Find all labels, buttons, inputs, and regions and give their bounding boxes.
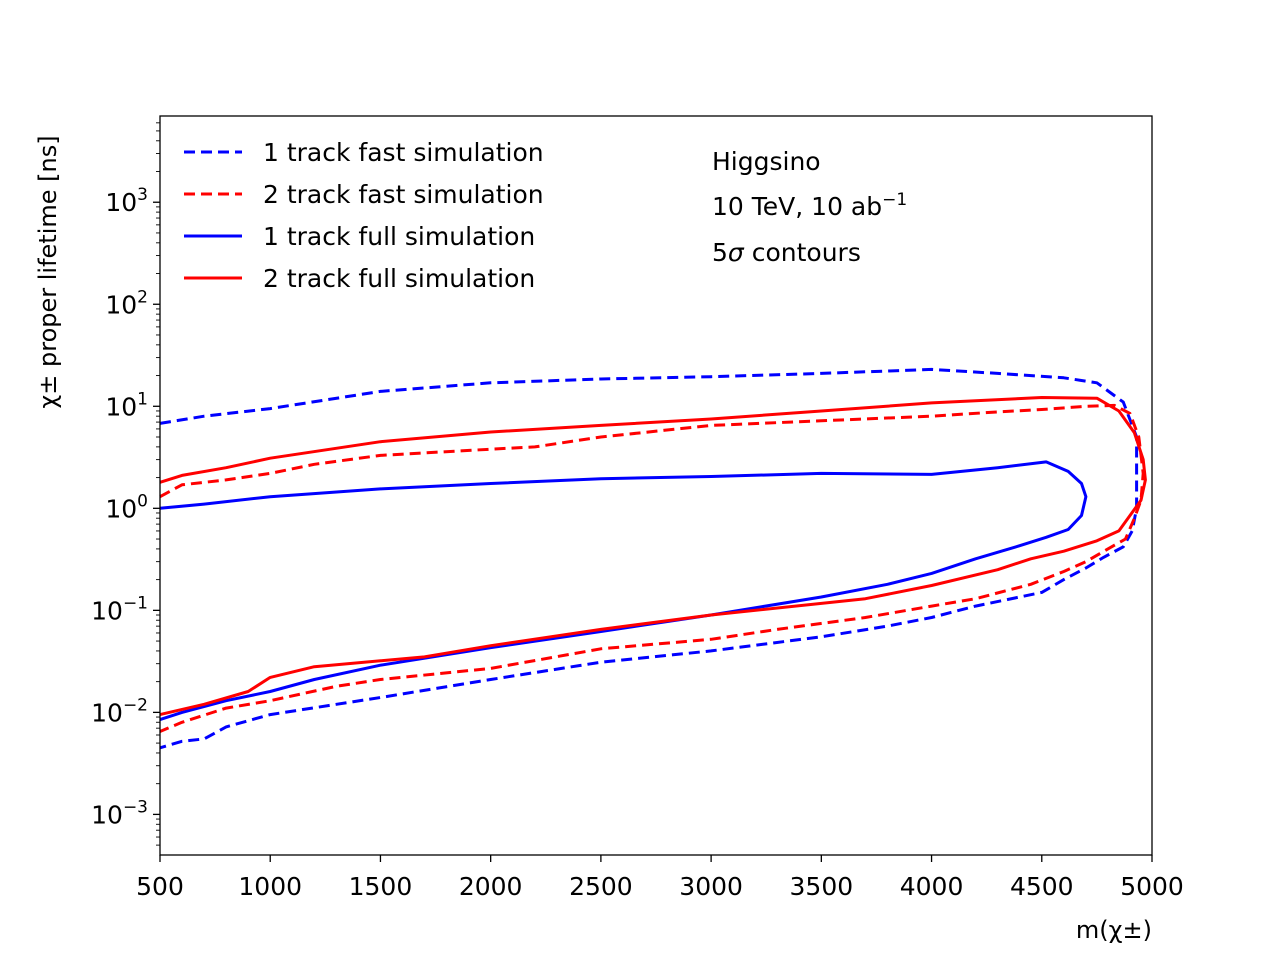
x-tick-label: 500 — [136, 872, 184, 901]
y-tick-label: 101 — [105, 389, 148, 421]
legend-label-1-track-full: 1 track full simulation — [263, 222, 535, 251]
x-tick-label: 1000 — [238, 872, 302, 901]
y-tick-label: 100 — [105, 491, 148, 523]
y-tick-label: 10−1 — [91, 593, 148, 625]
series-layer — [159, 367, 1147, 750]
y-tick-label: 10−3 — [91, 797, 148, 829]
series-1-track-fast-simulation — [159, 367, 1139, 750]
series-2-track-full-simulation — [159, 396, 1147, 717]
x-tick-label: 4500 — [1010, 872, 1074, 901]
annotation: Higgsino 10 TeV, 10 ab−1 5σ contours — [712, 147, 907, 267]
legend-label-1-track-fast: 1 track fast simulation — [263, 138, 544, 167]
legend-label-2-track-fast: 2 track fast simulation — [263, 180, 544, 209]
x-tick-label: 3000 — [679, 872, 743, 901]
x-tick-label: 1500 — [349, 872, 413, 901]
x-tick-label: 4000 — [900, 872, 964, 901]
plot-frame — [159, 115, 1153, 856]
x-axis-label: m(χ±) — [1076, 916, 1152, 944]
x-tick-label: 3500 — [790, 872, 854, 901]
legend: 1 track fast simulation 2 track fast sim… — [184, 138, 544, 293]
x-tick-label: 5000 — [1120, 872, 1184, 901]
x-tick-label: 2000 — [459, 872, 523, 901]
x-axis: 500 1000 1500 2000 2500 3000 3500 4000 4500 5000 — [136, 855, 1184, 901]
y-tick-label: 103 — [105, 185, 148, 217]
series-1-track-full-simulation — [159, 460, 1088, 722]
annotation-model: Higgsino — [712, 147, 821, 176]
x-tick-label: 2500 — [569, 872, 633, 901]
y-axis-label: χ± proper lifetime [ns] — [34, 135, 62, 408]
y-tick-label: 102 — [105, 287, 148, 319]
annotation-energy-lumi: 10 TeV, 10 ab−1 — [712, 190, 907, 221]
legend-label-2-track-full: 2 track full simulation — [263, 264, 535, 293]
annotation-contours: 5σ contours — [712, 238, 861, 267]
series-2-track-fast-simulation — [159, 403, 1145, 733]
y-axis: 10−3 10−2 10−1 100 101 102 103 — [91, 122, 160, 846]
y-tick-label: 10−2 — [91, 695, 148, 727]
